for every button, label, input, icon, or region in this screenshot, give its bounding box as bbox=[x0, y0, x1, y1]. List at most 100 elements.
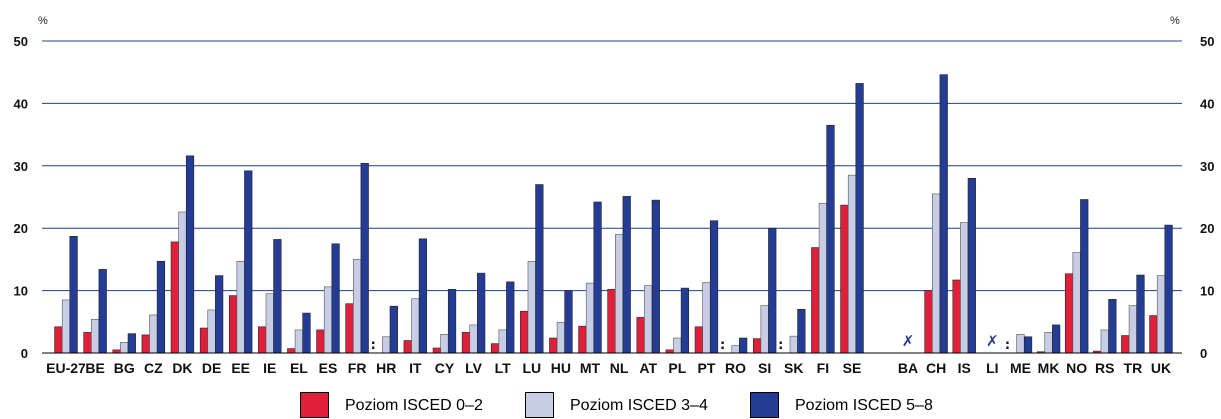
bar bbox=[170, 241, 179, 354]
bar bbox=[1064, 273, 1074, 354]
bar bbox=[1080, 199, 1089, 354]
bar bbox=[1072, 252, 1081, 354]
y-tick-label-left: 0 bbox=[21, 346, 28, 361]
bar bbox=[316, 329, 325, 354]
bar bbox=[622, 196, 631, 354]
legend: Poziom ISCED 0–2 Poziom ISCED 3–4 Poziom… bbox=[300, 391, 1000, 419]
x-tick-label: EL bbox=[290, 360, 308, 376]
bar bbox=[382, 336, 391, 354]
bar bbox=[345, 303, 354, 354]
bar bbox=[760, 305, 769, 354]
x-tick-label: DK bbox=[172, 360, 192, 376]
bar bbox=[287, 348, 296, 354]
y-tick-label-right: 40 bbox=[1200, 96, 1214, 111]
legend-label-isced-5-8: Poziom ISCED 5–8 bbox=[795, 397, 933, 414]
y-tick-label-right: 0 bbox=[1200, 346, 1207, 361]
y-tick-label-right: 50 bbox=[1200, 34, 1214, 49]
x-tick-label: ES bbox=[319, 360, 338, 376]
x-tick-label: BA bbox=[898, 360, 918, 376]
bar bbox=[1016, 333, 1025, 354]
x-tick-label: CH bbox=[926, 360, 946, 376]
bar bbox=[69, 236, 78, 354]
bar bbox=[389, 305, 398, 354]
x-tick-label: LI bbox=[986, 360, 998, 376]
bar bbox=[826, 124, 835, 354]
bar bbox=[353, 259, 362, 354]
bar bbox=[141, 334, 150, 354]
legend-swatch-isced-0-2 bbox=[300, 392, 329, 418]
x-tick-label: IS bbox=[958, 360, 971, 376]
bar bbox=[411, 298, 420, 354]
bar bbox=[651, 199, 660, 354]
bar bbox=[797, 309, 806, 354]
legend-label-isced-0-2: Poziom ISCED 0–2 bbox=[345, 397, 483, 414]
bar bbox=[469, 324, 478, 354]
x-tick-label: IE bbox=[263, 360, 276, 376]
bar bbox=[673, 337, 682, 354]
bar bbox=[1128, 305, 1137, 354]
bar bbox=[185, 155, 195, 354]
bar bbox=[924, 290, 933, 354]
bar bbox=[818, 202, 827, 354]
y-unit-left: % bbox=[38, 15, 48, 27]
x-tick-label: SK bbox=[784, 360, 803, 376]
bar bbox=[680, 287, 690, 354]
bar bbox=[498, 329, 507, 354]
bar bbox=[1044, 332, 1053, 354]
bar bbox=[199, 327, 209, 354]
bar bbox=[432, 347, 441, 354]
bar bbox=[215, 275, 224, 354]
x-tick-label: LU bbox=[522, 360, 541, 376]
bar bbox=[527, 260, 536, 354]
bar bbox=[1108, 299, 1117, 354]
bar bbox=[490, 343, 500, 354]
bar bbox=[98, 269, 107, 354]
bar bbox=[294, 329, 303, 354]
y-tick-label-left: 50 bbox=[14, 34, 28, 49]
x-tick-label: PT bbox=[697, 360, 715, 376]
bar bbox=[258, 326, 267, 354]
bar bbox=[520, 310, 529, 354]
x-tick-label: EU-27 bbox=[46, 360, 86, 376]
x-tick-label: PL bbox=[668, 360, 686, 376]
x-tick-label: BE bbox=[85, 360, 104, 376]
x-tick-label: FR bbox=[348, 360, 367, 376]
annotations: :::: ✗ ✗ bbox=[371, 332, 1010, 353]
bars bbox=[54, 74, 1173, 354]
x-tick-label: TR bbox=[1124, 360, 1143, 376]
y-tick-label-left: 40 bbox=[14, 96, 28, 111]
y-tick-label-left: 10 bbox=[14, 284, 28, 299]
x-tick-label: ME bbox=[1010, 360, 1031, 376]
y-axis-right: 0 10 20 30 40 50 bbox=[1200, 34, 1214, 361]
bar bbox=[83, 332, 92, 354]
y-tick-label-right: 10 bbox=[1200, 284, 1214, 299]
bar bbox=[156, 260, 166, 354]
annotation-label: ✗ bbox=[986, 332, 999, 350]
bar bbox=[644, 285, 653, 354]
bar bbox=[127, 333, 136, 354]
bar bbox=[593, 201, 602, 354]
bar bbox=[556, 322, 565, 354]
x-tick-label: RS bbox=[1095, 360, 1114, 376]
grid-lines bbox=[42, 40, 1182, 292]
bar bbox=[939, 74, 948, 354]
legend-swatch-isced-5-8 bbox=[750, 392, 779, 418]
x-tick-label: EE bbox=[231, 360, 250, 376]
y-tick-label-left: 30 bbox=[14, 159, 28, 174]
bar bbox=[1164, 224, 1173, 354]
bar bbox=[1023, 336, 1033, 354]
x-tick-label: NO bbox=[1066, 360, 1087, 376]
x-tick-label: DE bbox=[202, 360, 221, 376]
bar bbox=[847, 174, 857, 354]
y-tick-label-right: 30 bbox=[1200, 159, 1214, 174]
bar bbox=[302, 312, 311, 354]
x-tick-label: FI bbox=[817, 360, 829, 376]
bar bbox=[855, 83, 864, 354]
bar bbox=[440, 333, 449, 354]
x-tick-label: AT bbox=[639, 360, 657, 376]
x-tick-label: LV bbox=[465, 360, 483, 376]
bar bbox=[207, 309, 216, 354]
bar bbox=[702, 282, 711, 354]
x-tick-label: RO bbox=[725, 360, 746, 376]
x-tick-label: MK bbox=[1038, 360, 1060, 376]
